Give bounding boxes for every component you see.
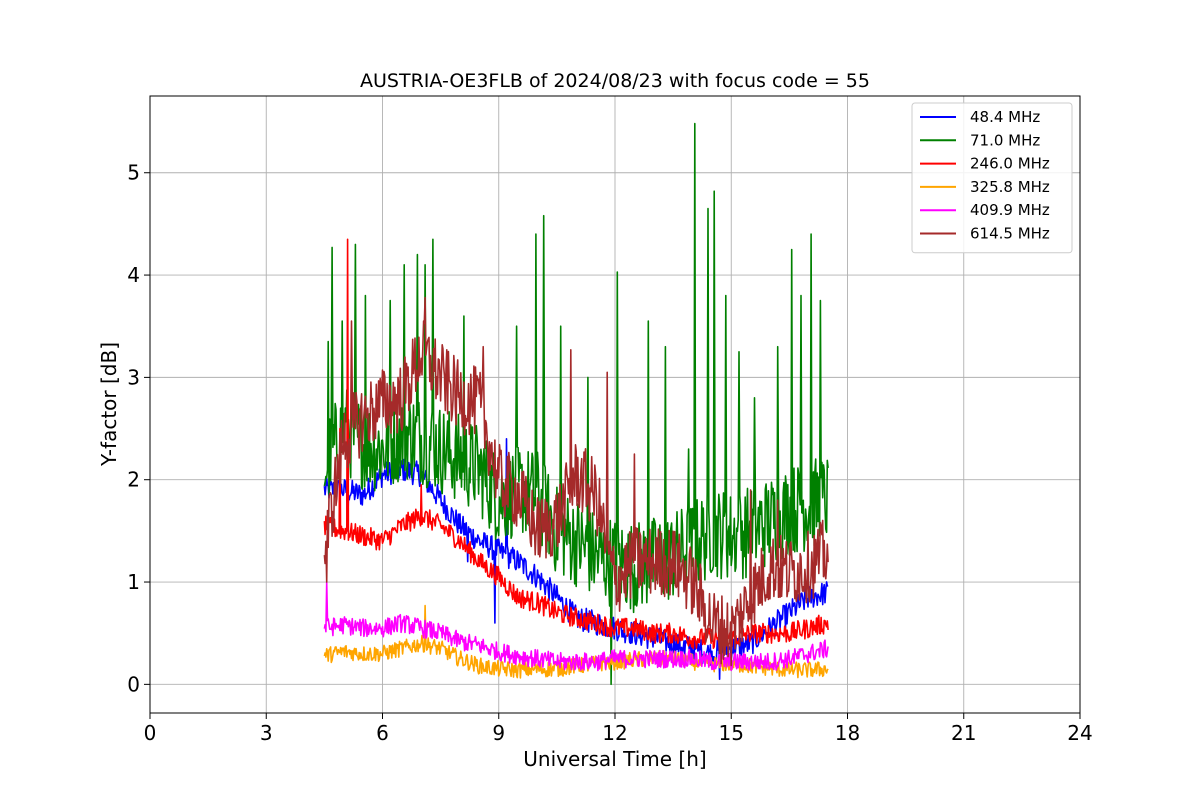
legend-entry: 48.4 MHz — [970, 108, 1040, 126]
y-tick-label: 3 — [127, 365, 140, 389]
x-tick-label: 24 — [1067, 721, 1092, 745]
y-tick-label: 2 — [127, 468, 140, 492]
x-tick-label: 15 — [719, 721, 744, 745]
y-tick-label: 0 — [127, 672, 140, 696]
series-line — [323, 122, 829, 686]
x-tick-label: 0 — [144, 721, 157, 745]
x-tick-label: 21 — [951, 721, 976, 745]
x-axis-ticks: 0 3 6 9 12 15 18 21 24 — [144, 713, 1093, 745]
series-line — [323, 238, 829, 650]
x-axis-label: Universal Time [h] — [523, 747, 706, 771]
plot-area — [323, 122, 829, 686]
x-tick-label: 3 — [260, 721, 273, 745]
x-tick-label: 18 — [835, 721, 860, 745]
series-line — [323, 296, 829, 667]
legend: 48.4 MHz 71.0 MHz 246.0 MHz 325.8 MHz 409.9… — [911, 102, 1073, 254]
chart-title: AUSTRIA-OE3FLB of 2024/08/23 with focus … — [360, 70, 870, 92]
y-axis-label: Y-factor [dB] — [97, 342, 121, 467]
legend-entry: 409.9 MHz — [970, 201, 1050, 219]
y-axis-ticks: 0 1 2 3 4 5 — [127, 161, 150, 696]
legend-entry: 614.5 MHz — [970, 225, 1050, 243]
series-line — [323, 581, 829, 672]
x-tick-label: 6 — [376, 721, 389, 745]
legend-entry: 71.0 MHz — [970, 131, 1040, 149]
y-tick-label: 1 — [127, 570, 140, 594]
x-tick-label: 9 — [492, 721, 505, 745]
series-layer — [323, 122, 829, 686]
y-tick-label: 5 — [127, 161, 140, 185]
legend-entry: 325.8 MHz — [970, 178, 1050, 196]
legend-entry: 246.0 MHz — [970, 155, 1050, 173]
y-tick-label: 4 — [127, 263, 140, 287]
x-tick-label: 12 — [602, 721, 627, 745]
